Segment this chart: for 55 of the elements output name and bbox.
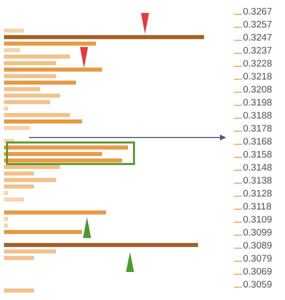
bar [4,100,50,104]
bar [4,87,40,92]
bar [4,106,8,111]
bar [4,28,24,33]
y-tick-label: 0.3267 [243,6,272,18]
bar [4,165,60,170]
y-tick-label: 0.3237 [243,45,272,56]
bar [4,217,8,222]
bar [4,158,122,163]
y-tick-label: 0.3208 [243,84,272,96]
bar [4,184,34,189]
bar [4,243,198,248]
bar [4,42,96,46]
bar [4,68,102,72]
bar [4,80,76,85]
bar [4,256,34,260]
bar [4,113,70,118]
y-tick-label: 0.3158 [243,149,272,160]
bar [4,230,82,234]
bar [4,61,56,66]
bar [4,54,70,59]
bar [4,178,56,182]
bar [4,35,204,40]
y-tick-label: 0.3079 [243,253,272,264]
y-tick-label: 0.3059 [243,279,272,290]
y-tick-label: 0.3168 [243,136,272,148]
y-tick-label: 0.3069 [243,266,272,278]
bar [4,126,30,130]
bar [4,250,56,254]
y-tick-label: 0.3148 [243,162,272,174]
bar [4,191,8,196]
bar [4,224,8,228]
bar [4,74,56,78]
y-tick-label: 0.3188 [243,110,272,122]
bar [4,146,128,150]
y-tick-label: 0.3118 [243,201,272,212]
y-tick-label: 0.3228 [243,58,272,70]
bar [4,94,60,98]
y-tick-label: 0.3089 [243,240,272,252]
bar [4,288,34,292]
bar [4,198,24,202]
y-tick-label: 0.3109 [243,214,272,226]
y-tick-label: 0.3128 [243,188,272,200]
bar [4,48,20,52]
y-tick-label: 0.3257 [243,19,272,30]
bar [4,210,106,215]
y-tick-label: 0.3218 [243,71,272,82]
y-tick-label: 0.3247 [243,32,272,44]
y-tick-label: 0.3178 [243,123,272,134]
bar [4,152,102,156]
y-tick-label: 0.3099 [243,227,272,238]
bar [4,120,82,124]
y-tick-label: 0.3198 [243,97,272,108]
bar [4,172,34,176]
y-tick-label: 0.3138 [243,175,272,186]
